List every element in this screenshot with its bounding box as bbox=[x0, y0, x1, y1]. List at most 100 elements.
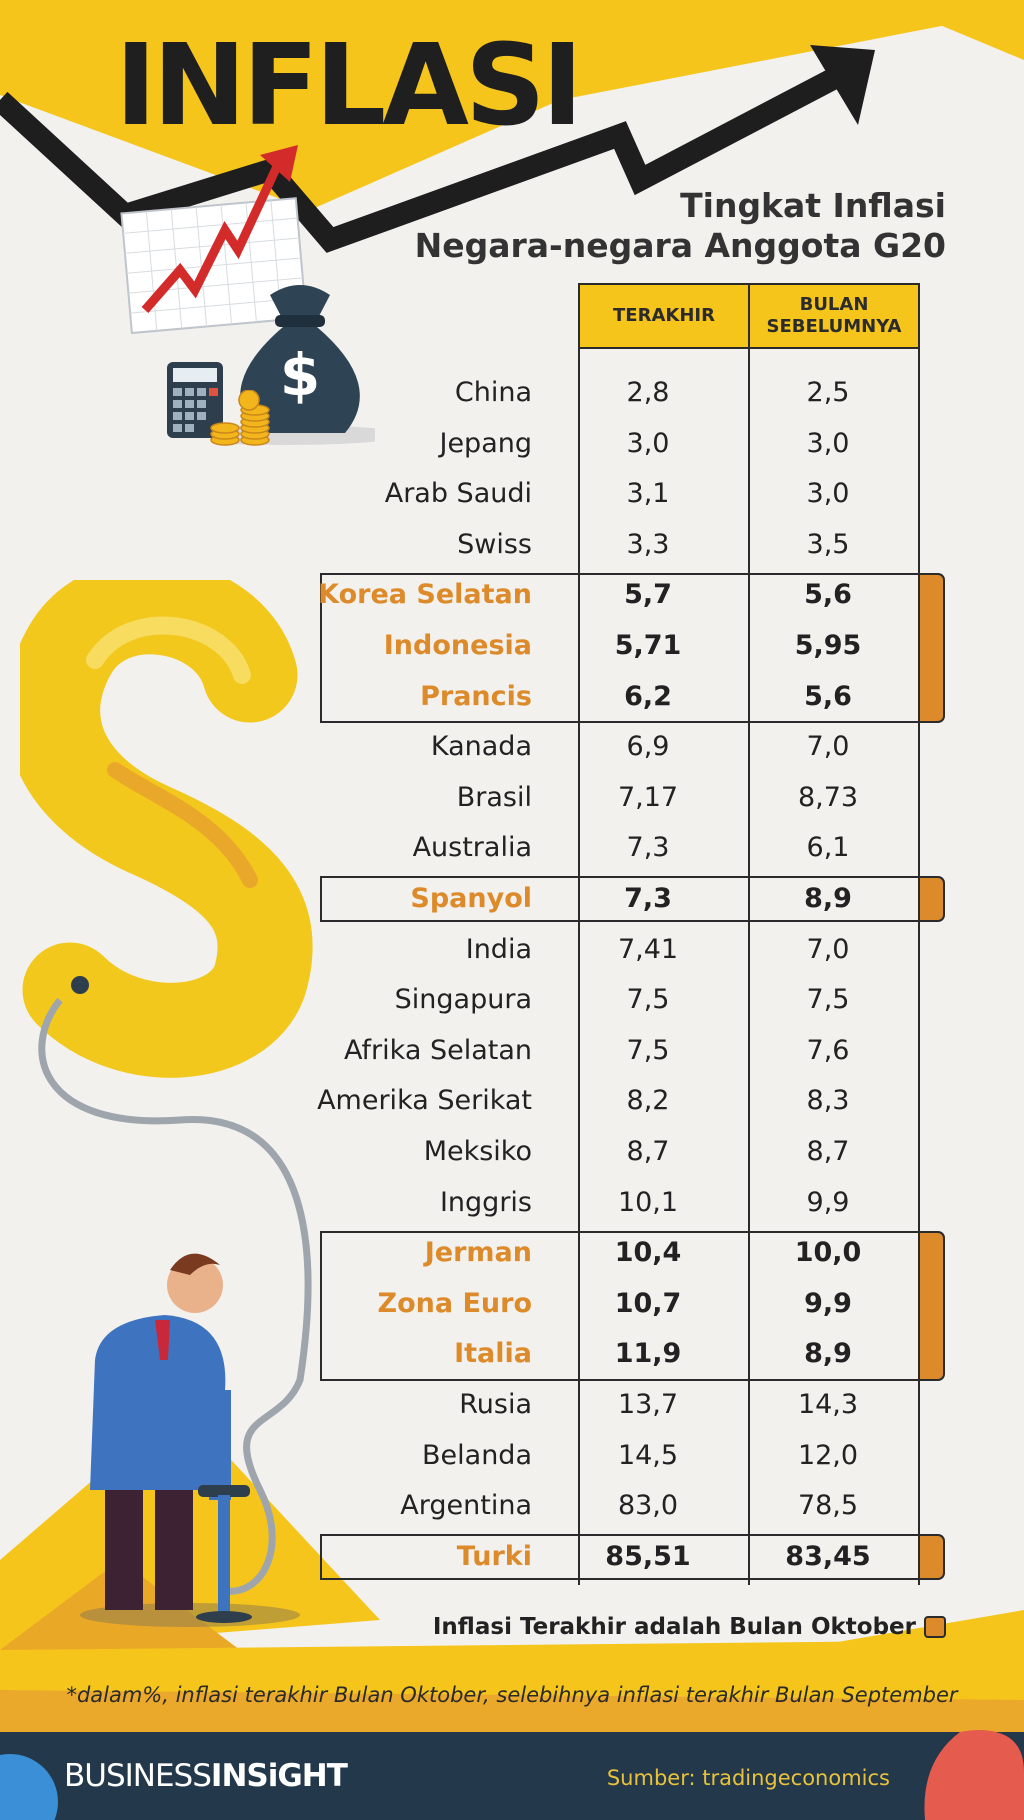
inflation-previous: 8,9 bbox=[804, 1338, 852, 1369]
country-name: Swiss bbox=[457, 529, 532, 560]
table-row: Belanda 14,5 12,0 bbox=[320, 1431, 920, 1481]
country-name: Inggris bbox=[439, 1187, 532, 1218]
country-name: Prancis bbox=[420, 681, 532, 712]
table-row: Italia 11,9 8,9 bbox=[320, 1329, 920, 1379]
inflation-latest: 6,9 bbox=[626, 731, 670, 762]
inflation-previous: 10,0 bbox=[794, 1237, 862, 1268]
inflation-previous: 7,0 bbox=[806, 934, 850, 965]
growth-chart-icon bbox=[120, 145, 308, 335]
source-credit: Sumber: tradingeconomics bbox=[606, 1766, 890, 1790]
svg-text:$: $ bbox=[280, 341, 320, 409]
table-row: Rusia 13,7 14,3 bbox=[320, 1380, 920, 1430]
table-row: Indonesia 5,71 5,95 bbox=[320, 621, 920, 671]
inflation-latest: 83,0 bbox=[617, 1490, 679, 1521]
table-row: Singapura 7,5 7,5 bbox=[320, 975, 920, 1025]
inflation-previous: 83,45 bbox=[785, 1541, 871, 1572]
highlight-group-korea-indonesia-prancis bbox=[320, 573, 920, 723]
inflation-latest: 3,3 bbox=[626, 529, 670, 560]
inflation-previous: 3,0 bbox=[806, 428, 850, 459]
inflation-previous: 3,5 bbox=[806, 529, 850, 560]
inflation-latest: 8,2 bbox=[626, 1085, 670, 1116]
table-row: Arab Saudi 3,1 3,0 bbox=[320, 469, 920, 519]
inflation-previous: 7,0 bbox=[806, 731, 850, 762]
inflation-previous: 9,9 bbox=[806, 1187, 850, 1218]
table-row: Turki 85,51 83,45 bbox=[320, 1532, 920, 1582]
table-row: India 7,41 7,0 bbox=[320, 925, 920, 975]
table-row: Spanyol 7,3 8,9 bbox=[320, 874, 920, 924]
column-header-latest: TERAKHIR bbox=[578, 283, 750, 349]
footer-decoration bbox=[0, 1732, 1024, 1820]
inflation-latest: 3,0 bbox=[626, 428, 670, 459]
legend: Inflasi Terakhir adalah Bulan Oktober bbox=[433, 1614, 946, 1640]
country-name: Australia bbox=[412, 832, 532, 863]
brand-logo-bold: INSiGHT bbox=[210, 1758, 348, 1794]
table-row: Brasil 7,17 8,73 bbox=[320, 773, 920, 823]
legend-label: Inflasi Terakhir adalah Bulan Oktober bbox=[432, 1614, 916, 1640]
country-name: Afrika Selatan bbox=[344, 1035, 532, 1066]
highlight-marker bbox=[920, 876, 945, 922]
country-name: Argentina bbox=[400, 1490, 532, 1521]
inflation-latest: 5,71 bbox=[614, 630, 682, 661]
table-row: Afrika Selatan 7,5 7,6 bbox=[320, 1026, 920, 1076]
footer-bar bbox=[0, 1732, 1024, 1820]
highlight-marker bbox=[920, 1534, 945, 1580]
inflation-latest: 85,51 bbox=[605, 1541, 691, 1572]
inflation-latest: 7,5 bbox=[626, 984, 670, 1015]
country-name: Zona Euro bbox=[377, 1288, 533, 1319]
inflation-latest: 5,7 bbox=[624, 579, 672, 610]
table-row: Inggris 10,1 9,9 bbox=[320, 1178, 920, 1228]
inflation-latest: 13,7 bbox=[617, 1389, 679, 1420]
table-row: Kanada 6,9 7,0 bbox=[320, 722, 920, 772]
table-subtitle: Tingkat Inflasi Negara-negara Anggota G2… bbox=[415, 186, 946, 266]
brand-logo: BUSINESSINSiGHT bbox=[64, 1758, 348, 1794]
inflation-latest: 7,3 bbox=[626, 832, 670, 863]
inflation-previous: 5,95 bbox=[794, 630, 862, 661]
table-row: Zona Euro 10,7 9,9 bbox=[320, 1279, 920, 1329]
legend-swatch bbox=[924, 1616, 946, 1638]
inflation-latest: 7,17 bbox=[617, 782, 679, 813]
inflation-latest: 7,5 bbox=[626, 1035, 670, 1066]
table-row: Prancis 6,2 5,6 bbox=[320, 672, 920, 722]
table-row: Meksiko 8,7 8,7 bbox=[320, 1127, 920, 1177]
subtitle-line-1: Tingkat Inflasi bbox=[680, 186, 946, 225]
inflation-latest: 10,4 bbox=[614, 1237, 682, 1268]
table-row: Australia 7,3 6,1 bbox=[320, 823, 920, 873]
table-column-divider-right bbox=[918, 283, 920, 1585]
highlight-group-spanyol bbox=[320, 876, 920, 922]
country-name: Spanyol bbox=[410, 883, 532, 914]
inflation-latest: 11,9 bbox=[614, 1338, 682, 1369]
country-name: India bbox=[465, 934, 532, 965]
country-name: Kanada bbox=[430, 731, 532, 762]
brand-logo-light: BUSINESS bbox=[64, 1758, 212, 1794]
country-name: China bbox=[454, 377, 532, 408]
inflation-latest: 7,3 bbox=[624, 883, 672, 914]
country-name: Brasil bbox=[456, 782, 532, 813]
column-header-previous: BULAN SEBELUMNYA bbox=[748, 283, 920, 349]
inflation-latest: 14,5 bbox=[617, 1440, 679, 1471]
inflation-previous: 12,0 bbox=[797, 1440, 859, 1471]
inflation-previous: 8,3 bbox=[806, 1085, 850, 1116]
inflation-previous: 9,9 bbox=[804, 1288, 852, 1319]
inflation-previous: 5,6 bbox=[804, 681, 852, 712]
country-name: Jepang bbox=[439, 428, 532, 459]
highlight-group-turki bbox=[320, 1534, 920, 1580]
country-name: Turki bbox=[456, 1541, 532, 1572]
country-name: Meksiko bbox=[423, 1136, 532, 1167]
inflation-previous: 2,5 bbox=[806, 377, 850, 408]
inflation-previous: 6,1 bbox=[806, 832, 850, 863]
page-title: INFLASI bbox=[115, 21, 583, 151]
table-row: China 2,8 2,5 bbox=[320, 368, 920, 418]
table-row: Korea Selatan 5,7 5,6 bbox=[318, 570, 920, 620]
country-name: Jerman bbox=[424, 1237, 532, 1268]
dollar-balloon-illustration bbox=[20, 580, 313, 1078]
country-name: Italia bbox=[454, 1338, 532, 1369]
country-name: Arab Saudi bbox=[384, 478, 532, 509]
inflation-previous: 5,6 bbox=[804, 579, 852, 610]
footnote: *dalam%, inflasi terakhir Bulan Oktober,… bbox=[66, 1683, 958, 1707]
column-header-previous-line-1: BULAN bbox=[799, 294, 869, 315]
inflation-previous: 3,0 bbox=[806, 478, 850, 509]
inflation-previous: 14,3 bbox=[797, 1389, 859, 1420]
inflation-latest: 3,1 bbox=[626, 478, 670, 509]
table-row: Amerika Serikat 8,2 8,3 bbox=[317, 1076, 920, 1126]
